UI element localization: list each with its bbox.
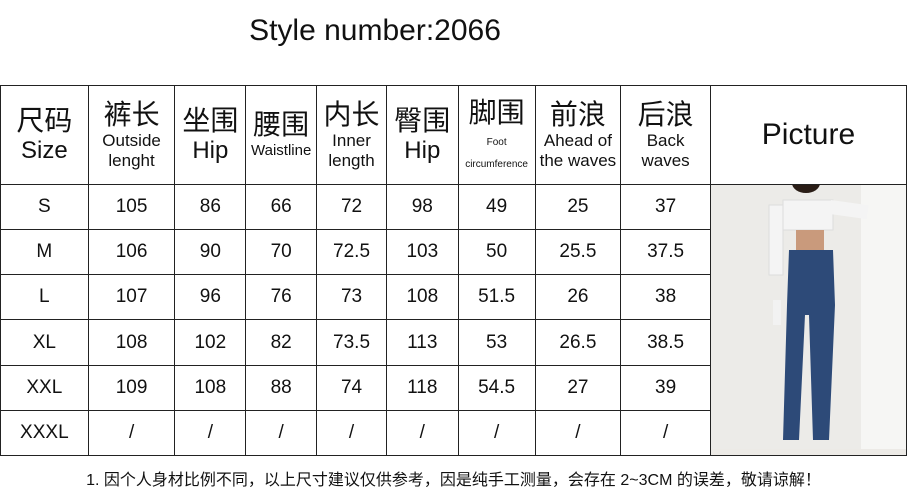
header-cell: 脚围 Foot circumference [457, 85, 536, 185]
header-en: Hip [404, 137, 441, 164]
measurement-cell: 90 [174, 229, 247, 276]
measurement-cell: 70 [245, 229, 318, 276]
measurement-cell: 102 [174, 319, 247, 366]
measurement-cell: 105 [87, 183, 176, 231]
measurement-cell: 118 [385, 364, 459, 411]
size-cell: XL [0, 319, 89, 366]
header-cn: 前浪 [549, 99, 606, 130]
header-cell: 前浪 Ahead of the waves [534, 85, 622, 185]
measurement-cell: 107 [87, 274, 176, 321]
header-cn: 腰围 [253, 109, 310, 140]
header-row: 尺码 Size 裤长 Outside lenght 坐围 Hip 腰围 Waistline 内长… [0, 85, 907, 185]
measurement-cell: 74 [316, 364, 387, 411]
measurement-cell: / [620, 409, 711, 457]
header-cn: 脚围 [468, 97, 525, 128]
model-image [711, 185, 906, 449]
measurement-cell: 72.5 [316, 229, 387, 276]
size-row: XXXL / / / / / / / / [0, 409, 907, 457]
measurement-cell: / [316, 409, 387, 457]
header-en: Back waves [641, 131, 690, 170]
measurement-cell: / [457, 409, 536, 457]
size-row: S 105 86 66 72 98 49 25 37 [0, 183, 907, 456]
size-row: XXL 109 108 88 74 118 54.5 27 39 [0, 364, 907, 411]
header-cell: 尺码 Size [0, 85, 89, 185]
header-cn: 裤长 [103, 99, 160, 130]
measurement-cell: 37 [620, 183, 711, 231]
measurement-cell: 72 [316, 183, 387, 231]
header-en: Ahead of the waves [539, 131, 617, 170]
measurement-cell: 66 [245, 183, 318, 231]
measurement-cell: 49 [457, 183, 536, 231]
measurement-note: 1. 因个人身材比例不同，以上尺寸建议仅供参考，因是纯手工测量，会存在 2~3C… [86, 472, 821, 489]
header-cell: 内长 Inner length [316, 85, 387, 185]
measurement-cell: / [534, 409, 622, 457]
measurement-cell: 96 [174, 274, 247, 321]
size-row: L 107 96 76 73 108 51.5 26 38 [0, 274, 907, 321]
measurement-cell: 76 [245, 274, 318, 321]
measurement-cell: 113 [385, 319, 459, 366]
header-cell: 坐围 Hip [174, 85, 247, 185]
header-en: Size [21, 137, 68, 164]
measurement-cell: 50 [457, 229, 536, 276]
size-chart-table: 尺码 Size 裤长 Outside lenght 坐围 Hip 腰围 Waistline 内长… [0, 85, 907, 457]
measurement-cell: 108 [174, 364, 247, 411]
measurement-cell: 54.5 [457, 364, 536, 411]
picture-label: Picture [761, 118, 856, 151]
header-cn: 后浪 [637, 99, 694, 130]
measurement-cell: / [245, 409, 318, 457]
measurement-cell: 51.5 [457, 274, 536, 321]
measurement-cell: 26.5 [534, 319, 622, 366]
measurement-cell: 26 [534, 274, 622, 321]
measurement-cell: 73 [316, 274, 387, 321]
size-cell: XXXL [0, 409, 89, 457]
measurement-cell: / [385, 409, 459, 457]
header-en: Foot circumference [465, 137, 528, 170]
measurement-cell: 38 [620, 274, 711, 321]
measurement-cell: 108 [87, 319, 176, 366]
header-cell: 后浪 Back waves [620, 85, 711, 185]
measurement-cell: 39 [620, 364, 711, 411]
size-cell: L [0, 274, 89, 321]
header-en: Hip [192, 137, 229, 164]
header-en: Outside lenght [102, 131, 161, 170]
measurement-cell: 103 [385, 229, 459, 276]
model-picture [709, 184, 907, 456]
size-cell: S [0, 183, 89, 231]
header-cn: 臀围 [394, 105, 451, 136]
picture-header: Picture [709, 85, 907, 185]
header-cell: 臀围 Hip [385, 85, 459, 185]
measurement-cell: 73.5 [316, 319, 387, 366]
header-cn: 内长 [323, 99, 380, 130]
header-en: Inner length [328, 131, 375, 170]
measurement-cell: 38.5 [620, 319, 711, 366]
measurement-cell: 82 [245, 319, 318, 366]
measurement-cell: 109 [87, 364, 176, 411]
measurement-cell: 37.5 [620, 229, 711, 276]
header-cn: 坐围 [182, 105, 239, 136]
measurement-cell: 88 [245, 364, 318, 411]
measurement-cell: 106 [87, 229, 176, 276]
measurement-cell: 108 [385, 274, 459, 321]
header-cell: 裤长 Outside lenght [87, 85, 176, 185]
header-en: Waistline [251, 142, 312, 159]
measurement-cell: / [174, 409, 247, 457]
measurement-cell: 98 [385, 183, 459, 231]
measurement-cell: 25 [534, 183, 622, 231]
size-cell: M [0, 229, 89, 276]
size-row: M 106 90 70 72.5 103 50 25.5 37.5 [0, 229, 907, 276]
size-cell: XXL [0, 364, 89, 411]
style-number-title: Style number:2066 [249, 14, 501, 47]
measurement-cell: 27 [534, 364, 622, 411]
measurement-cell: 25.5 [534, 229, 622, 276]
measurement-cell: / [87, 409, 176, 457]
header-cell: 腰围 Waistline [245, 85, 318, 185]
header-cn: 尺码 [16, 105, 73, 136]
measurement-cell: 53 [457, 319, 536, 366]
measurement-cell: 86 [174, 183, 247, 231]
